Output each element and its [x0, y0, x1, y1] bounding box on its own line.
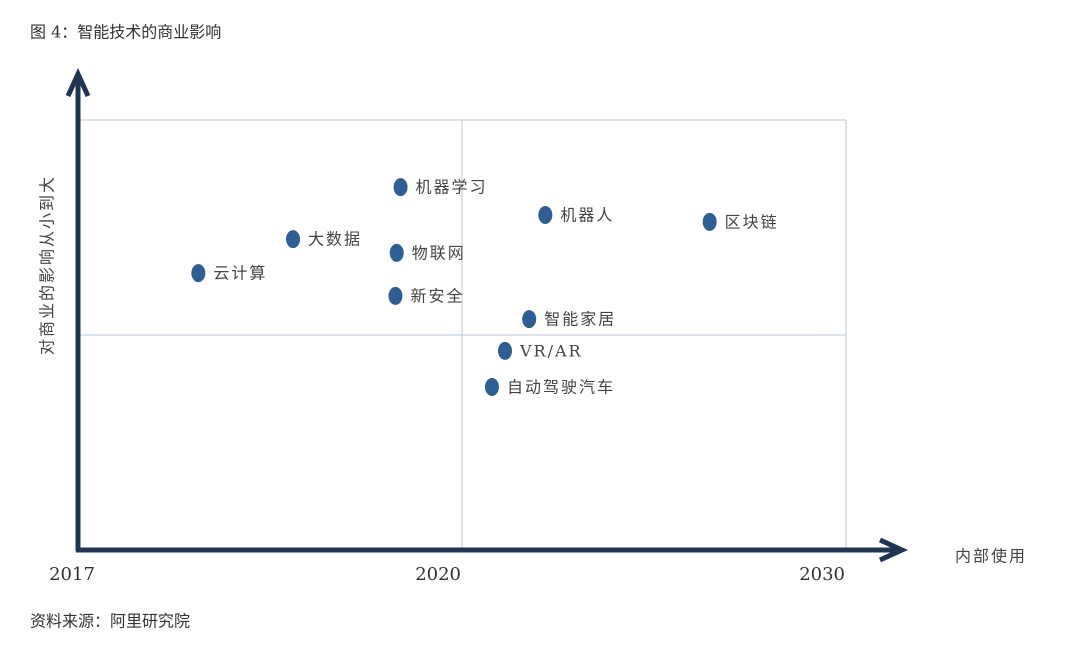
- point-label: 机器人: [560, 206, 614, 225]
- point-label: 区块链: [725, 212, 779, 231]
- point-label: 大数据: [308, 230, 362, 249]
- y-axis-arrow: [65, 67, 91, 98]
- data-point: [522, 310, 537, 329]
- x-axis-arrow: [878, 537, 909, 563]
- point-label: 机器学习: [416, 178, 488, 197]
- data-point: [389, 243, 404, 262]
- data-point: [498, 341, 513, 360]
- point-label: 智能家居: [544, 310, 616, 329]
- x-tick-label: 2017: [49, 564, 95, 585]
- x-tick-label: 2020: [415, 564, 461, 585]
- point-label: 新安全: [410, 286, 464, 305]
- data-point: [388, 286, 403, 305]
- grid: [78, 119, 847, 550]
- data-point: [393, 178, 408, 197]
- point-label: 云计算: [213, 264, 267, 283]
- x-axis-label: 内部使用: [955, 547, 1027, 566]
- point-label: VR/AR: [519, 341, 583, 360]
- point-label: 自动驾驶汽车: [507, 378, 615, 397]
- data-point: [484, 378, 499, 397]
- y-axis-label: 对商业的影响从小到大: [38, 175, 57, 355]
- data-point: [702, 212, 717, 231]
- data-point: [191, 264, 206, 283]
- point-label: 物联网: [412, 243, 466, 262]
- data-point: [286, 230, 301, 249]
- source-note: 资料来源：阿里研究院: [30, 612, 190, 631]
- chart-title: 图 4：智能技术的商业影响: [30, 23, 221, 42]
- x-tick-label: 2030: [799, 564, 845, 585]
- data-point: [538, 206, 553, 225]
